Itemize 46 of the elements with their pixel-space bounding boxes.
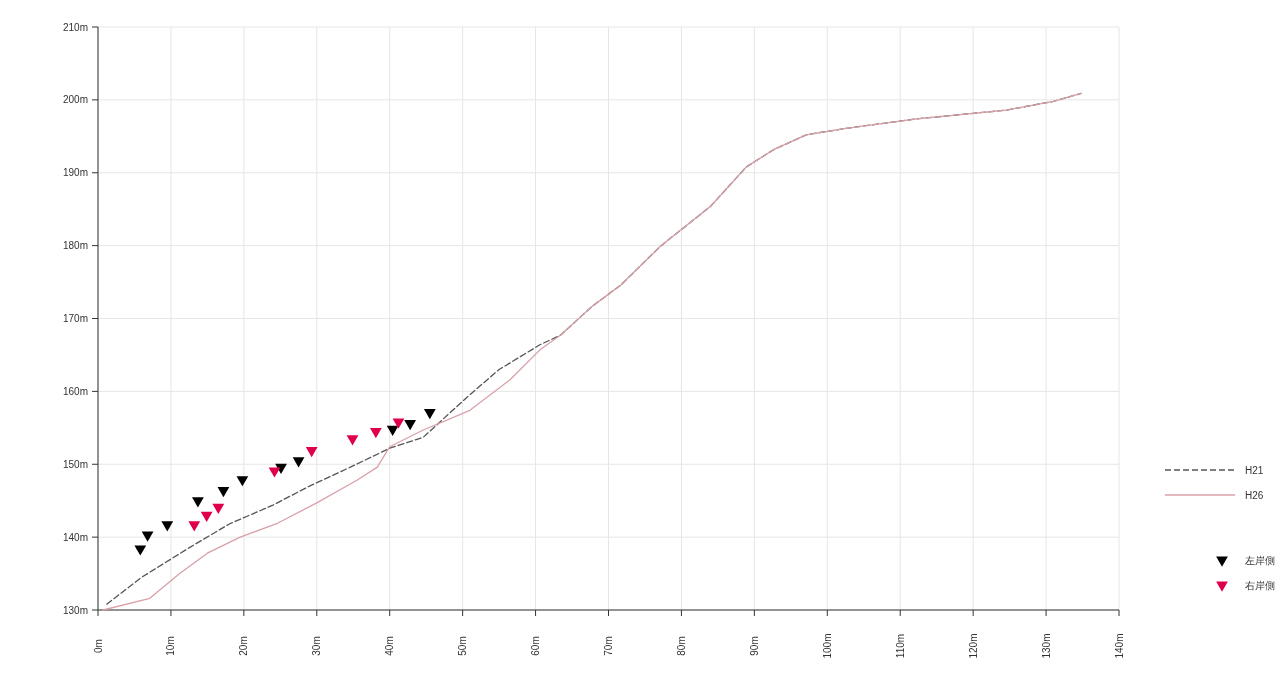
y-tick-label: 170m: [62, 313, 88, 324]
point: [369, 428, 382, 439]
point: [134, 545, 147, 556]
point: [392, 418, 405, 429]
point: [200, 511, 213, 523]
text: H21: [1245, 465, 1264, 476]
x-tick-label: 140m: [1113, 633, 1125, 659]
legend-label: 左岸側: [1245, 555, 1275, 566]
x-tick-label: 120m: [967, 633, 979, 659]
point: [268, 467, 281, 478]
x-tick-label: 20m: [238, 636, 250, 656]
text: H26: [1245, 490, 1264, 501]
y-tick-label: 130m: [62, 604, 88, 616]
y-tick-label: 180m: [62, 240, 88, 252]
x-tick-label: 50m: [457, 636, 469, 656]
x-tick-label: 70m: [603, 636, 614, 656]
x-tick-label: 100m: [821, 633, 833, 659]
x-tick-label: 90m: [748, 636, 760, 656]
x-tick-label: 110m: [894, 633, 906, 659]
x-tick-label: 60m: [530, 636, 542, 656]
x-tick-label: 0m: [92, 639, 104, 653]
point: [217, 487, 230, 498]
point: [161, 521, 174, 532]
y-tick-label: 190m: [62, 167, 88, 179]
point: [404, 420, 417, 431]
y-tick-label: 210m: [62, 21, 88, 33]
legend-label: 右岸側: [1245, 580, 1275, 591]
x-tick-label: 130m: [1040, 633, 1052, 659]
point: [346, 435, 359, 446]
x-tick-label: 10m: [165, 636, 177, 656]
point: [292, 457, 305, 468]
point: [212, 503, 225, 515]
point: [423, 409, 436, 420]
x-tick-label: 40m: [384, 636, 396, 656]
y-tick-label: 200m: [62, 94, 88, 106]
point: [386, 425, 399, 437]
y-tick-label: 150m: [62, 458, 88, 470]
point: [188, 521, 201, 532]
x-tick-label: 80m: [675, 636, 687, 656]
point: [141, 531, 154, 542]
y-tick-label: 140m: [62, 531, 88, 543]
x-tick-label: 30m: [311, 636, 323, 656]
y-tick-label: 160m: [62, 385, 88, 397]
point: [236, 476, 249, 487]
point: [192, 497, 204, 508]
point: [305, 447, 318, 458]
